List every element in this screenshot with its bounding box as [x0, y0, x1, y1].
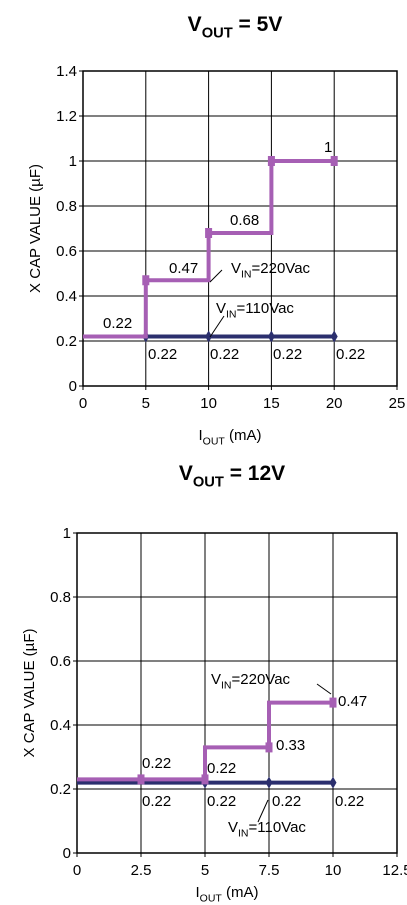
series-marker-vin-110vac [267, 330, 275, 343]
y-tick-label: 0.4 [56, 288, 77, 305]
series-label-vin-110vac: VIN=110Vac [216, 300, 294, 321]
y-axis-label: X CAP VALUE (µF) [21, 629, 38, 758]
data-label: 0.22 [273, 346, 302, 363]
x-tick-label: 0 [79, 395, 87, 412]
plot-frame [76, 532, 398, 854]
x-tick-label: 12.5 [382, 862, 407, 879]
data-label: 0.47 [338, 693, 367, 710]
data-label: 0.33 [276, 737, 305, 754]
series-label-connector [257, 799, 269, 823]
data-label: 0.22 [272, 793, 301, 810]
plot-frame [82, 70, 398, 387]
series-label-vin-220vac: VIN=220Vac [231, 260, 311, 281]
data-label: 0.22 [207, 760, 236, 777]
series-line-vin-220vac [77, 700, 333, 782]
data-label: 0.68 [230, 212, 259, 229]
series-line-vin-220vac [83, 159, 335, 339]
y-tick-label: 1 [63, 525, 71, 542]
data-label: 0.22 [210, 346, 239, 363]
series-marker-vin-110vac [329, 776, 337, 789]
x-tick-label: 25 [389, 395, 406, 412]
x-tick-label: 2.5 [131, 862, 152, 879]
y-tick-label: 0.8 [50, 589, 71, 606]
y-tick-label: 0 [63, 845, 71, 862]
chart-title: VOUT = 12V [179, 462, 285, 490]
y-tick-label: 1.4 [56, 63, 77, 80]
data-label: 0.22 [103, 315, 132, 332]
chart-vout-5v: VOUT = 5V 0 5 10 15 20 25 0 0.2 0.4 0.6 0.8 1 1.2 1.4 I… [27, 13, 405, 448]
series-label-connector [316, 683, 332, 695]
series-marker-vin-220vac [330, 156, 338, 166]
y-tick-label: 0 [69, 378, 77, 395]
series-label-vin-220vac: VIN=220Vac [211, 671, 291, 692]
y-tick-label: 0.6 [56, 243, 77, 260]
x-tick-label: 10 [325, 862, 342, 879]
y-tick-label: 0.2 [50, 781, 71, 798]
series-marker-vin-220vac [267, 156, 275, 166]
x-tick-label: 5 [201, 862, 209, 879]
series-label-vin-110vac: VIN=110Vac [228, 819, 306, 840]
x-axis-label: IOUT (mA) [195, 884, 258, 905]
y-tick-label: 1 [69, 153, 77, 170]
x-tick-label: 7.5 [259, 862, 280, 879]
data-label: 0.22 [148, 346, 177, 363]
y-tick-label: 0.4 [50, 717, 71, 734]
series-marker-vin-220vac [137, 774, 145, 785]
data-label: 0.47 [169, 260, 198, 277]
x-axis-label: IOUT (mA) [198, 427, 261, 448]
data-label: 0.22 [336, 346, 365, 363]
series-marker-vin-110vac [330, 330, 338, 343]
series-marker-vin-220vac [142, 275, 150, 286]
x-tick-label: 10 [200, 395, 217, 412]
series-marker-vin-220vac [265, 742, 273, 753]
data-label: 0.22 [335, 793, 364, 810]
y-tick-label: 1.2 [56, 108, 77, 125]
chart-vout-12v: VOUT = 12V 0 2.5 5 7.5 10 12.5 0 0.2 0.4 0.6 0.8 1 IO… [21, 462, 407, 905]
series-label-connector [209, 269, 223, 283]
series-marker-vin-110vac [265, 776, 273, 789]
data-label: 1 [324, 139, 332, 156]
x-tick-label: 5 [142, 395, 150, 412]
chart-title: VOUT = 5V [188, 13, 283, 41]
y-tick-label: 0.8 [56, 198, 77, 215]
series-label-connector [209, 315, 225, 338]
data-label: 0.22 [207, 793, 236, 810]
x-tick-label: 15 [263, 395, 280, 412]
series-marker-vin-220vac [201, 774, 209, 785]
y-tick-label: 0.2 [56, 333, 77, 350]
y-axis-label: X CAP VALUE (µF) [27, 164, 44, 293]
x-tick-label: 20 [326, 395, 343, 412]
series-marker-vin-220vac [205, 228, 213, 238]
series-marker-vin-220vac [329, 697, 337, 708]
data-label: 0.22 [142, 793, 171, 810]
x-tick-label: 0 [73, 862, 81, 879]
data-label: 0.22 [142, 755, 171, 772]
y-tick-label: 0.6 [50, 653, 71, 670]
series-marker-vin-110vac [205, 330, 213, 343]
